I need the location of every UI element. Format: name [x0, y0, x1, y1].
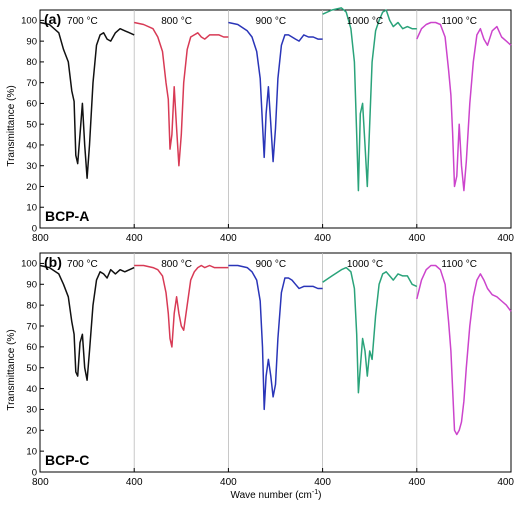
y-tick-label: 20	[26, 182, 37, 193]
panel-label: (a)	[44, 11, 61, 27]
sample-label: BCP-C	[45, 452, 89, 468]
panel-b: 0 10 20 30 40 50 60 70 80 90 100 800 400 400 400 400 400…	[21, 252, 514, 488]
spectrum-line-1100	[416, 264, 512, 436]
x-tick-label: 400	[497, 477, 514, 488]
plot-frame	[39, 9, 512, 229]
x-tick-label: 400	[408, 233, 425, 244]
spectrum-line-1100	[416, 21, 512, 192]
x-tick-label: 400	[126, 477, 143, 488]
panel-label: (b)	[44, 254, 62, 270]
y-tick-label: 50	[26, 363, 37, 374]
temperature-label-700: 700 °C	[67, 259, 98, 270]
y-tick-label: 70	[26, 78, 37, 89]
temperature-label-700: 700 °C	[67, 16, 98, 27]
x-axis-title: Wave number (cm-1)	[231, 489, 322, 501]
y-tick-label: 90	[26, 36, 37, 47]
y-tick-label: 10	[26, 446, 37, 457]
x-tick-label: 400	[220, 477, 237, 488]
y-tick-label: 60	[26, 99, 37, 110]
sample-label: BCP-A	[45, 208, 89, 224]
temperature-label-800: 800 °C	[161, 259, 192, 270]
y-tick-label: 50	[26, 119, 37, 130]
x-axis-title-sup: -1	[312, 489, 318, 496]
temperature-label-900: 900 °C	[255, 16, 286, 27]
spectrum-line-1000	[322, 266, 418, 394]
spectrum-line-1000	[322, 7, 417, 192]
x-tick-label: 800	[32, 233, 49, 244]
x-tick-label: 400	[314, 477, 331, 488]
y-tick-label: 0	[32, 223, 37, 234]
y-tick-label: 10	[26, 203, 37, 214]
spectrum-line-700	[39, 264, 135, 381]
y-tick-label: 40	[26, 140, 37, 151]
x-tick-label: 400	[126, 233, 143, 244]
temperature-label-900: 900 °C	[255, 259, 286, 270]
x-axis-title-close: )	[318, 490, 321, 501]
x-tick-label: 400	[314, 233, 331, 244]
x-axis-title-text: Wave number (cm	[231, 490, 312, 501]
temperature-label-1000: 1000 °C	[347, 259, 383, 270]
temperature-label-1000: 1000 °C	[347, 16, 383, 27]
y-tick-label: 100	[21, 259, 37, 270]
y-tick-label: 60	[26, 342, 37, 353]
panel-a: 0 10 20 30 40 50 60 70 80 90 100 800 400 400 400 400 400…	[21, 7, 514, 244]
spectrum-line-800	[134, 264, 229, 348]
y-tick-label: 30	[26, 161, 37, 172]
x-tick-label: 400	[408, 477, 425, 488]
y-tick-label: 70	[26, 321, 37, 332]
y-tick-label: 100	[21, 16, 37, 27]
y-tick-label: 80	[26, 57, 37, 68]
y-tick-label: 90	[26, 280, 37, 291]
plot-frame	[39, 252, 512, 473]
spectrum-line-900	[228, 21, 323, 163]
x-tick-label: 800	[32, 477, 49, 488]
temperature-label-1100: 1100 °C	[441, 259, 477, 270]
spectrum-line-800	[134, 21, 229, 167]
y-tick-label: 20	[26, 426, 37, 437]
y-tick-label: 0	[32, 467, 37, 478]
x-tick-label: 400	[497, 233, 514, 244]
y-tick-label: 40	[26, 384, 37, 395]
y-tick-label: 30	[26, 405, 37, 416]
x-tick-label: 400	[220, 233, 237, 244]
temperature-label-1100: 1100 °C	[441, 16, 477, 27]
y-tick-label: 80	[26, 300, 37, 311]
y-axis-title: Transmittance (%)	[6, 85, 17, 166]
temperature-label-800: 800 °C	[161, 16, 192, 27]
spectrum-line-700	[39, 21, 135, 179]
y-axis-title-lower: Transmittance (%)	[6, 329, 17, 410]
spectrum-line-900	[228, 264, 323, 411]
